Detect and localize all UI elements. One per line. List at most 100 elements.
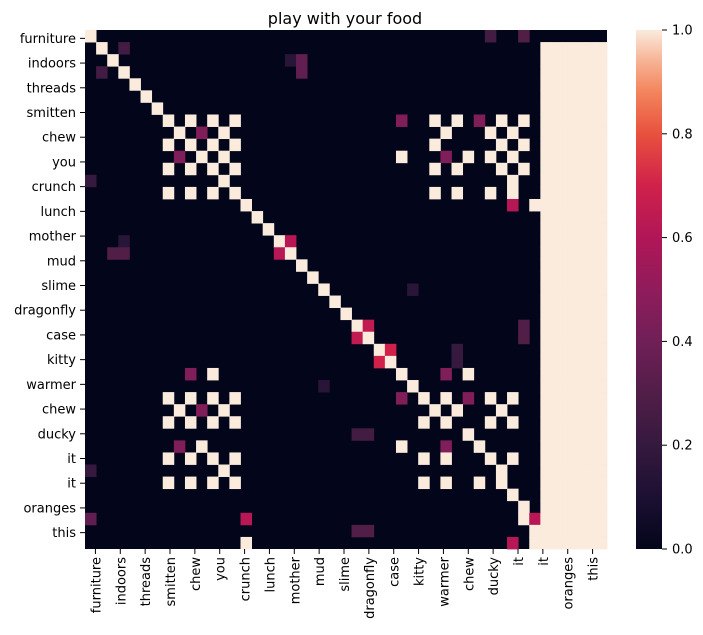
heatmap-cell xyxy=(540,114,552,127)
heatmap-cell xyxy=(595,54,608,67)
heatmap-cell xyxy=(507,186,519,200)
heatmap-cell xyxy=(507,416,519,429)
heatmap-cell xyxy=(351,319,364,333)
heatmap-cell xyxy=(118,42,130,55)
heatmap-cell xyxy=(484,452,497,465)
heatmap-cell xyxy=(562,247,575,260)
heatmap-cell xyxy=(540,355,552,369)
heatmap-cell xyxy=(484,30,497,43)
heatmap-cell xyxy=(595,331,608,345)
heatmap-cell xyxy=(540,500,552,514)
heatmap-cell xyxy=(284,54,297,67)
heatmap-cell xyxy=(484,126,497,140)
heatmap-cell xyxy=(296,66,308,79)
heatmap-cell xyxy=(562,536,575,550)
heatmap-cell xyxy=(551,138,563,152)
heatmap-cells xyxy=(85,30,608,550)
heatmap-cell xyxy=(207,452,219,465)
heatmap-cell xyxy=(484,416,497,429)
heatmap-cell xyxy=(562,150,575,164)
heatmap-cell xyxy=(229,452,241,465)
heatmap-cell xyxy=(595,536,608,550)
heatmap-cell xyxy=(595,524,608,538)
heatmap-cell xyxy=(362,524,375,538)
heatmap-cell xyxy=(573,380,586,393)
heatmap-cell xyxy=(584,500,597,514)
heatmap-cell xyxy=(573,211,586,224)
heatmap-cell xyxy=(595,307,608,321)
heatmap-cell xyxy=(196,404,208,417)
heatmap-cell xyxy=(162,186,175,200)
heatmap-cell xyxy=(540,343,552,357)
heatmap-cell xyxy=(551,367,563,381)
heatmap-cell xyxy=(540,428,552,441)
heatmap-cell xyxy=(595,416,608,429)
heatmap-cell xyxy=(229,416,241,429)
heatmap-cell xyxy=(562,78,575,91)
heatmap-cell xyxy=(584,223,597,236)
heatmap-cell xyxy=(584,428,597,441)
heatmap-cell xyxy=(540,78,552,91)
heatmap-cell xyxy=(540,319,552,333)
heatmap-cell xyxy=(584,331,597,345)
x-tick-label: slime xyxy=(338,557,353,592)
heatmap-cell xyxy=(207,392,219,405)
heatmap-cell xyxy=(584,524,597,538)
heatmap-cell xyxy=(595,114,608,127)
heatmap-cell xyxy=(573,416,586,429)
heatmap-cell xyxy=(451,114,464,127)
heatmap-cell xyxy=(184,114,197,127)
heatmap-cell xyxy=(551,476,563,490)
heatmap-cell xyxy=(573,536,586,550)
heatmap-cell xyxy=(595,162,608,176)
heatmap-cell xyxy=(173,150,186,164)
heatmap-cell xyxy=(507,452,519,465)
heatmap-cell xyxy=(162,452,175,465)
heatmap-cell xyxy=(362,428,375,441)
heatmap-cell xyxy=(395,440,408,453)
heatmap-cell xyxy=(573,452,586,465)
heatmap-cell xyxy=(540,524,552,538)
x-tick-label: kitty xyxy=(413,557,428,586)
heatmap-cell xyxy=(173,440,186,453)
heatmap-cell xyxy=(551,54,563,67)
heatmap-cell xyxy=(540,512,552,526)
heatmap-cell xyxy=(584,174,597,188)
heatmap-cell xyxy=(551,416,563,429)
heatmap-cell xyxy=(584,186,597,200)
heatmap-cell xyxy=(573,524,586,538)
heatmap-cell xyxy=(551,223,563,236)
heatmap-cell xyxy=(495,404,508,417)
x-tick-label: ducky xyxy=(487,557,502,596)
heatmap-cell xyxy=(551,295,563,308)
heatmap-cell xyxy=(162,476,175,490)
heatmap-cell xyxy=(473,440,486,453)
heatmap-cell xyxy=(595,392,608,405)
heatmap-cell xyxy=(551,90,563,103)
heatmap-cell xyxy=(595,247,608,260)
heatmap-cell xyxy=(573,367,586,381)
heatmap-cell xyxy=(573,283,586,296)
heatmap-cell xyxy=(284,235,297,248)
heatmap-cell xyxy=(418,476,430,490)
heatmap-cell xyxy=(429,138,441,152)
heatmap-cell xyxy=(162,162,175,176)
heatmap-cell xyxy=(562,54,575,67)
heatmap-cell xyxy=(184,186,197,200)
heatmap-cell xyxy=(229,162,241,176)
heatmap-cell xyxy=(529,536,541,550)
colorbar-tick-label: 0.4 xyxy=(672,335,693,350)
y-tick-label: dragonfly xyxy=(14,304,76,319)
heatmap-cell xyxy=(562,126,575,140)
heatmap-cell xyxy=(551,380,563,393)
heatmap-cell xyxy=(573,186,586,200)
heatmap-cell xyxy=(251,211,264,224)
heatmap-cell xyxy=(573,114,586,127)
heatmap-cell xyxy=(551,259,563,272)
heatmap-cell xyxy=(551,488,563,502)
x-tick-label: oranges xyxy=(562,557,577,610)
heatmap-cell xyxy=(540,235,552,248)
heatmap-cell xyxy=(540,186,552,200)
heatmap-cell xyxy=(573,54,586,67)
